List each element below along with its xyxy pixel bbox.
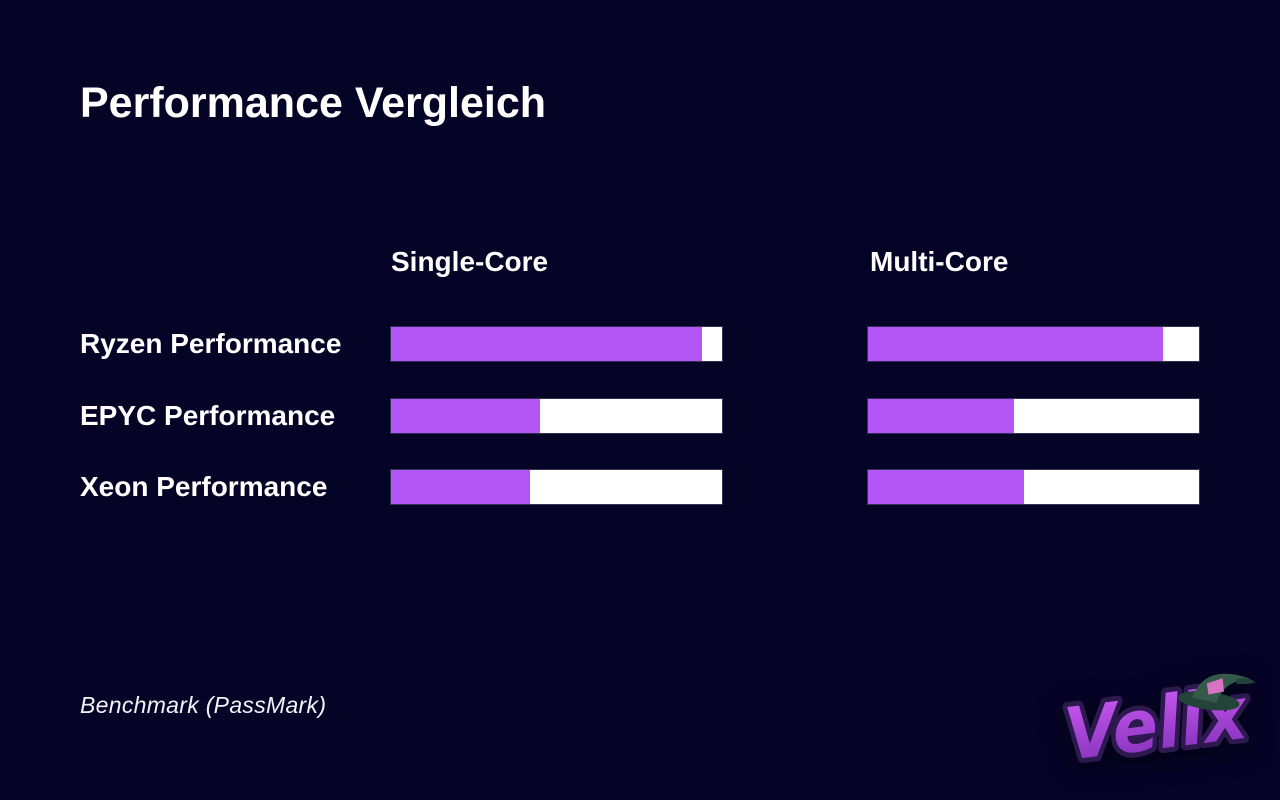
- page-title: Performance Vergleich: [80, 79, 547, 127]
- row-label: EPYC Performance: [80, 399, 336, 431]
- row-label: Xeon Performance: [80, 471, 328, 502]
- column-header-multi-core: Multi-Core: [870, 246, 1009, 277]
- column-header-single-core: Single-Core: [391, 246, 549, 277]
- bar-track-multi-core: [868, 398, 1199, 433]
- velix-logo-svg: Velix: [1056, 666, 1259, 782]
- row-label: Ryzen Performance: [80, 328, 342, 359]
- bar-fill-single-core: [391, 470, 531, 504]
- source-note: Benchmark (PassMark): [80, 692, 327, 718]
- bar-track-single-core: [391, 327, 722, 361]
- bar-track-multi-core: [868, 327, 1199, 361]
- bar-track-multi-core: [868, 470, 1199, 504]
- bar-fill-multi-core: [868, 470, 1024, 504]
- chart-rows: Ryzen Performance EPYC Performance Xeon Pe…: [80, 327, 1199, 504]
- bar-fill-multi-core: [868, 327, 1163, 361]
- witch-hat-icon: [1177, 673, 1256, 711]
- chart-row: Ryzen Performance: [80, 327, 1199, 361]
- column-headers: Single-Core Multi-Core: [80, 246, 1199, 280]
- bar-chart: Single-Core Multi-Core: [80, 246, 1199, 280]
- bar-fill-multi-core: [868, 398, 1014, 433]
- bar-fill-single-core: [391, 398, 540, 433]
- chart-row: Xeon Performance: [80, 470, 1199, 504]
- velix-logo: Velix: [1056, 652, 1268, 782]
- bar-track-single-core: [391, 470, 722, 504]
- bar-track-single-core: [391, 398, 722, 433]
- bar-fill-single-core: [391, 327, 703, 361]
- chart-row: EPYC Performance: [80, 398, 1199, 433]
